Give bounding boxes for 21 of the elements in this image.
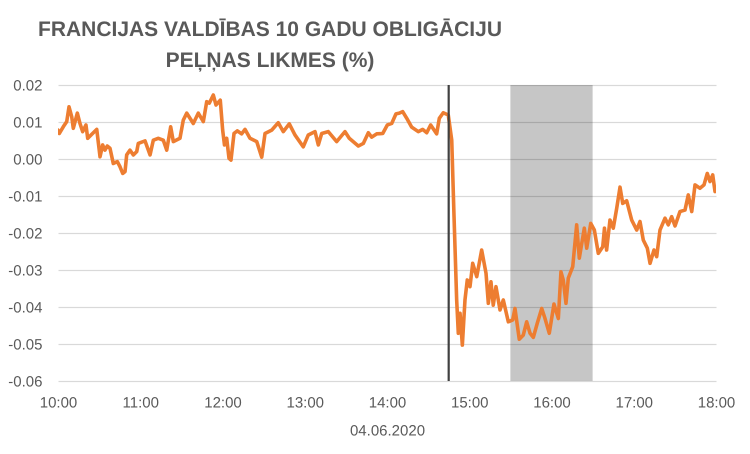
y-tick-label: -0.04: [8, 300, 42, 316]
y-tick-label: -0.05: [8, 336, 42, 354]
y-tick-label: -0.06: [8, 374, 42, 390]
x-tick-label: 15:00: [450, 394, 489, 412]
x-tick-label: 12:00: [204, 394, 242, 412]
x-tick-label: 10:00: [40, 394, 78, 412]
x-axis-title: 04.06.2020: [350, 422, 426, 440]
y-tick-label: -0.02: [8, 226, 42, 242]
y-tick-label: -0.01: [8, 188, 42, 206]
line-series: [58, 93, 716, 347]
x-tick-label: 18:00: [698, 394, 736, 412]
chart-title: FRANCIJAS VALDĪBAS 10 GADU OBLIGĀCIJU PEĻŅAS LIKMES (%): [38, 18, 502, 72]
x-tick-label: 11:00: [122, 394, 159, 412]
y-tick-label: -0.03: [8, 262, 42, 280]
x-tick-label: 14:00: [368, 394, 406, 412]
x-tick-label: 13:00: [286, 394, 324, 412]
x-tick-label: 17:00: [615, 394, 654, 412]
y-tick-label: 0.00: [13, 152, 42, 168]
y-tick-label: 0.02: [13, 78, 42, 94]
x-tick-label: 16:00: [533, 394, 571, 412]
y-tick-label: 0.01: [13, 114, 42, 132]
